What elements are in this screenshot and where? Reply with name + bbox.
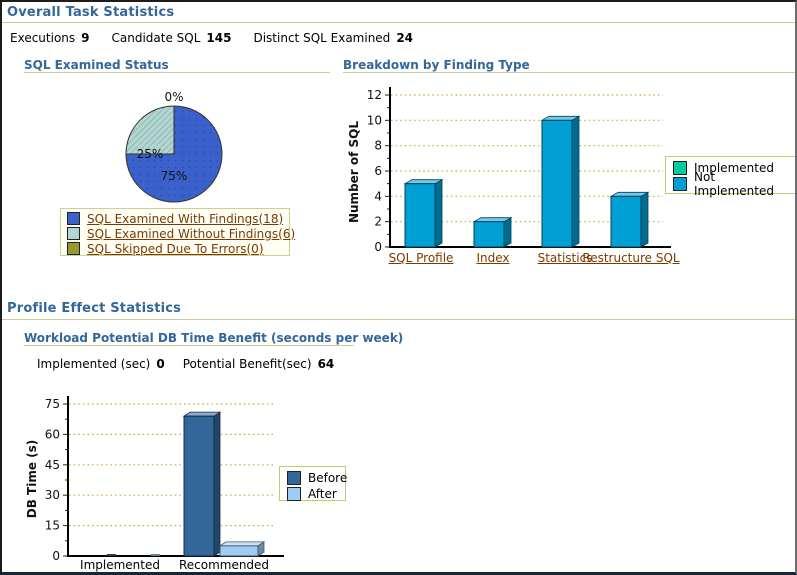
not-implemented-label: Not Implemented	[694, 170, 774, 198]
with-findings-link[interactable]: SQL Examined With Findings(18)	[87, 211, 284, 226]
svg-text:0: 0	[374, 240, 382, 254]
svg-text:4: 4	[374, 189, 382, 203]
svg-text:2: 2	[374, 215, 382, 229]
profile-effect-statistics-title: Profile Effect Statistics	[7, 301, 182, 316]
skipped-errors-swatch-icon	[67, 242, 80, 255]
stat-candidate-sql: Candidate SQL 145	[111, 31, 232, 45]
finding-type-bar-chart: 0 2 4 6 8 10 12	[367, 87, 671, 254]
pie-legend-box: SQL Examined With Findings(18) SQL Exami…	[60, 208, 295, 256]
stat-distinct-sql: Distinct SQL Examined 24	[253, 31, 414, 45]
with-findings-swatch-icon	[67, 212, 80, 225]
bar-Before-Recommended	[183, 415, 215, 557]
legend-item-implemented: Implemented	[673, 160, 790, 176]
stat-executions: Executions 9	[10, 31, 90, 45]
bar-After-Implemented	[151, 554, 160, 556]
category-link-restructure-sql[interactable]: Restructure SQL	[582, 251, 680, 265]
bar-Not Implemented-Index	[473, 221, 505, 248]
category-link-statistics[interactable]: Statistics	[537, 251, 593, 265]
legend-item-after: After	[287, 486, 338, 502]
implemented-label: Implemented	[694, 161, 774, 175]
bar-Before-Implemented	[107, 554, 116, 556]
bar-Not Implemented-Statistics	[541, 119, 573, 248]
svg-text:0: 0	[52, 549, 60, 563]
sql-examined-status-title: SQL Examined Status	[24, 58, 169, 72]
bar-Not Implemented-SQL Profile	[404, 183, 436, 248]
category-link-index[interactable]: Index	[476, 251, 510, 265]
sql-examined-pie-chart: 75% 25% 0%	[125, 90, 223, 203]
svg-text:12: 12	[367, 88, 382, 102]
legend-item-not-implemented: Not Implemented	[673, 170, 790, 198]
db-time-benefit-bar-chart: 0 15 30 45 60 75	[45, 396, 284, 563]
svg-text:6: 6	[374, 164, 382, 178]
svg-text:10: 10	[367, 113, 382, 127]
after-label: After	[308, 487, 337, 501]
benefit-stats-row: Implemented (sec) 0 Potential Benefit(sec…	[37, 357, 334, 371]
stat-implemented-sec: Implemented (sec) 0	[37, 357, 165, 371]
breakdown-rule	[343, 72, 795, 73]
bar-Not Implemented-Restructure SQL	[610, 195, 642, 248]
legend-item-without-findings[interactable]: SQL Examined Without Findings(6)	[67, 226, 295, 241]
xlabel-implemented: Implemented	[80, 558, 160, 572]
breakdown-legend-box: Implemented Not Implemented	[665, 156, 795, 198]
xlabel-recommended: Recommended	[178, 558, 270, 572]
bar-After-Recommended	[219, 545, 259, 557]
category-link-sql-profile[interactable]: SQL Profile	[388, 251, 454, 265]
benefit-legend-box: Before After	[279, 466, 347, 502]
legend-item-skipped-errors[interactable]: SQL Skipped Due To Errors(0)	[67, 241, 283, 256]
breakdown-finding-type-title: Breakdown by Finding Type	[343, 58, 530, 72]
svg-text:60: 60	[45, 427, 60, 441]
svg-text:75%: 75%	[161, 169, 188, 183]
profile-effect-rule	[2, 319, 795, 320]
svg-text:30: 30	[45, 488, 60, 502]
before-label: Before	[308, 471, 348, 485]
svg-text:75: 75	[45, 397, 60, 411]
implemented-swatch-icon	[673, 161, 687, 175]
svg-text:0%: 0%	[164, 90, 183, 104]
stat-potential-benefit: Potential Benefit(sec) 64	[182, 357, 335, 371]
without-findings-swatch-icon	[67, 227, 80, 240]
header-rule	[2, 22, 795, 23]
task-stats-row: Executions 9 Candidate SQL 145 Distinct SQ…	[10, 31, 413, 45]
pie-slice-1	[125, 105, 175, 155]
svg-text:8: 8	[374, 139, 382, 153]
not-implemented-swatch-icon	[673, 177, 687, 191]
svg-text:25%: 25%	[137, 147, 164, 161]
workload-benefit-title: Workload Potential DB Time Benefit (seco…	[24, 331, 404, 345]
workload-benefit-rule	[24, 345, 354, 346]
sql-examined-rule	[24, 72, 330, 73]
skipped-errors-link[interactable]: SQL Skipped Due To Errors(0)	[87, 241, 264, 256]
overall-task-statistics-title: Overall Task Statistics	[7, 5, 175, 20]
pie-slice-0	[125, 105, 223, 203]
after-swatch-icon	[287, 487, 301, 501]
before-swatch-icon	[287, 471, 301, 485]
legend-item-with-findings[interactable]: SQL Examined With Findings(18)	[67, 211, 283, 226]
svg-text:15: 15	[45, 519, 60, 533]
svg-text:45: 45	[45, 458, 60, 472]
legend-item-before: Before	[287, 470, 347, 486]
without-findings-link[interactable]: SQL Examined Without Findings(6)	[87, 226, 296, 241]
